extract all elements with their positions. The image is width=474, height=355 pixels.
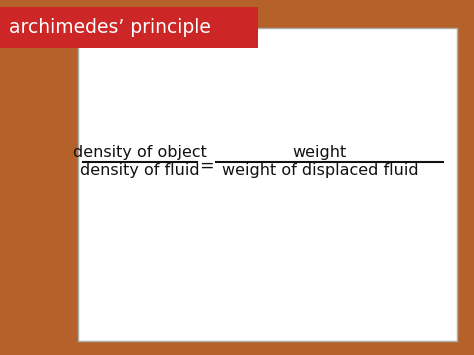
Text: =: = bbox=[199, 157, 213, 175]
Text: density of object: density of object bbox=[73, 145, 207, 160]
Bar bbox=[78, 28, 457, 341]
Text: weight of displaced fluid: weight of displaced fluid bbox=[222, 163, 418, 178]
Text: archimedes’ principle: archimedes’ principle bbox=[9, 18, 210, 37]
Bar bbox=[0, 7, 258, 48]
Text: density of fluid: density of fluid bbox=[80, 163, 200, 178]
Text: weight: weight bbox=[293, 145, 347, 160]
